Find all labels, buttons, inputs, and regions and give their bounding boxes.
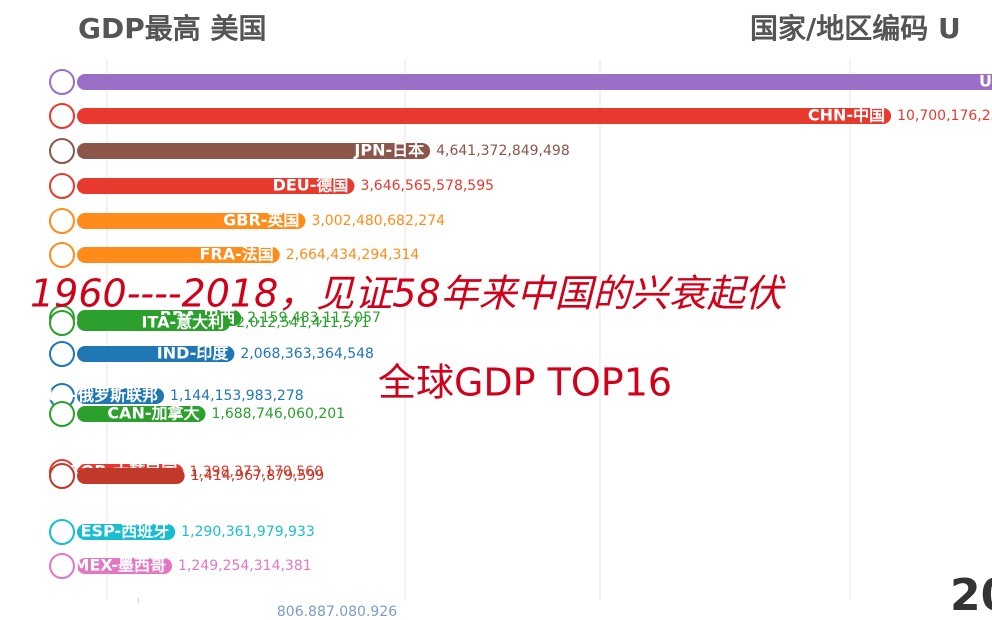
year-label: 20 xyxy=(950,570,992,620)
value-label: 1,398,373,170,560 xyxy=(189,464,323,480)
value-label: 1,290,361,979,933 xyxy=(181,524,315,540)
bar-marker xyxy=(49,310,75,336)
value-label: 10,700,176,25 xyxy=(897,108,992,124)
value-label: 2,012,541,411,571 xyxy=(236,315,370,331)
value-label: 2,159,483,117,057 xyxy=(247,310,381,326)
bar-marker xyxy=(49,341,75,367)
value-label: 3,646,565,578,595 xyxy=(360,178,494,194)
bar xyxy=(77,468,185,484)
value-label: 4,641,372,849,498 xyxy=(436,143,570,159)
bar-marker xyxy=(49,519,75,545)
value-label: 2,664,434,294,314 xyxy=(286,247,420,263)
bar-marker xyxy=(49,401,75,427)
bar xyxy=(77,74,992,90)
bar-marker xyxy=(49,208,75,234)
bar-marker xyxy=(49,242,75,268)
bar xyxy=(77,388,165,404)
bar-label: ESP-西班牙 xyxy=(81,522,170,541)
bar xyxy=(77,406,206,422)
value-label: 1,688,746,060,201 xyxy=(211,406,345,422)
bar-marker xyxy=(49,69,75,95)
bar-label: ITA-意大利 xyxy=(141,313,224,332)
bar xyxy=(77,143,431,159)
bar-label: CAN-加拿大 xyxy=(107,404,199,423)
bar xyxy=(77,524,176,540)
value-label: 1,249,254,314,381 xyxy=(178,558,312,574)
legend-title: 国家/地区编码 U xyxy=(750,12,961,45)
bar-label: DEU-德国 xyxy=(273,176,349,195)
bar xyxy=(77,108,892,124)
bar-label: CHN-中国 xyxy=(808,106,885,125)
bar xyxy=(77,346,235,362)
x-tick-label: 806.887.080.926 xyxy=(277,604,397,620)
value-label: 3,002,480,682,274 xyxy=(311,213,445,229)
chart-title: GDP最高 美国 xyxy=(78,12,267,45)
bar-label: MEX-墨西哥 xyxy=(74,556,167,575)
bar-label: IND-印度 xyxy=(157,344,230,363)
bar xyxy=(77,247,280,263)
bar xyxy=(77,558,173,574)
bar-marker xyxy=(49,103,75,129)
bar-label: U xyxy=(979,72,992,91)
bar-label: RUS-俄罗斯联邦 xyxy=(35,386,158,405)
value-label: 2,068,363,364,548 xyxy=(240,346,374,362)
annotation: 全球GDP TOP16 xyxy=(378,361,672,405)
value-label: 1,414,967,879,599 xyxy=(191,468,325,484)
bar-marker xyxy=(49,173,75,199)
bar-marker xyxy=(49,553,75,579)
bar-marker xyxy=(49,138,75,164)
annotation: 1960----2018，见证58年来中国的兴衰起伏 xyxy=(30,272,787,316)
bars: U CHN-中国 10,700,176,25 JPN-日本 4,641,372,849,… xyxy=(35,69,992,620)
bar-label: FRA-法国 xyxy=(199,245,273,264)
value-label: 1,144,153,983,278 xyxy=(170,388,304,404)
bar-label: GBR-英国 xyxy=(223,211,299,230)
bar xyxy=(77,178,355,194)
bar-marker xyxy=(49,463,75,489)
bar xyxy=(77,213,306,229)
bar xyxy=(77,315,231,331)
bar-label: JPN-日本 xyxy=(353,141,424,160)
